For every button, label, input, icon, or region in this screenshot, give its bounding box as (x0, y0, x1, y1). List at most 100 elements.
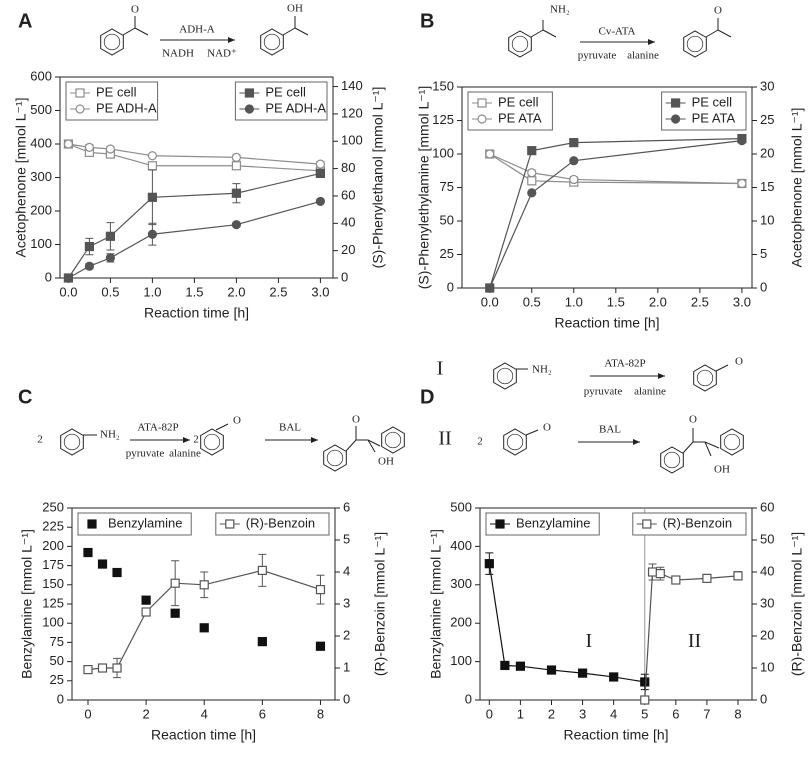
marker (655, 568, 665, 579)
annotation: I (585, 630, 592, 652)
ring-inner (263, 33, 281, 51)
scheme-text: OH (714, 464, 730, 476)
marker (231, 188, 241, 198)
series-line (489, 140, 742, 289)
y2-tick-label: 60 (760, 499, 774, 514)
marker (640, 677, 650, 687)
scheme-text: I (437, 358, 444, 380)
benzene-ring (381, 426, 405, 454)
marker (83, 664, 93, 675)
ring-inner (496, 367, 514, 385)
x-tick-label: 2 (548, 706, 555, 721)
bond (705, 29, 719, 38)
y-tick-label: 225 (42, 519, 64, 534)
x-tick-label: 5 (641, 706, 648, 721)
y2-tick-label: 30 (760, 595, 774, 610)
legend-label: Benzylamine (108, 515, 182, 530)
series-line (67, 172, 321, 279)
legend-marker (225, 519, 235, 529)
x-tick-label: 2 (142, 706, 149, 721)
y2-tick-label: 80 (341, 160, 355, 175)
y-tick-label: 200 (450, 615, 472, 630)
marker (170, 578, 180, 588)
bond (704, 441, 720, 449)
bond (282, 27, 296, 36)
marker (257, 565, 267, 576)
legend-box (234, 81, 328, 121)
scheme-text: O (233, 415, 241, 427)
x-tick-label: 0.0 (59, 284, 77, 299)
marker (647, 567, 658, 577)
y2-axis-label: (S)-Phenylethanol [mmol L⁻¹] (370, 87, 386, 269)
marker (231, 220, 241, 230)
x-tick-label: 1.5 (185, 284, 203, 299)
panel-label: A (18, 10, 32, 32)
plot-frame (479, 507, 753, 701)
legend-label: PE cell (96, 84, 137, 99)
y-tick-label: 150 (42, 576, 64, 591)
marker (640, 695, 650, 705)
legend-marker (244, 88, 254, 98)
marker (105, 253, 116, 263)
bond (715, 364, 729, 372)
y-axis-label: Benzylamine [mmol L⁻¹] (428, 529, 444, 679)
scheme-text: O (714, 5, 722, 17)
marker (84, 241, 95, 252)
bond (525, 429, 539, 436)
series-line (488, 563, 645, 683)
legend-box (65, 81, 159, 121)
marker (737, 178, 747, 189)
benzene-ring (260, 28, 284, 56)
marker (97, 559, 108, 569)
bond (717, 29, 732, 38)
legend-marker (642, 519, 652, 529)
x-tick-label: 2.0 (227, 284, 245, 299)
legend-marker (477, 114, 487, 124)
scheme-text: OH (287, 3, 303, 15)
scheme-text: ADH-A (179, 24, 214, 36)
scheme-text: alanine (627, 50, 659, 62)
benzene-ring (660, 446, 684, 474)
bond (345, 439, 357, 452)
ring-inner (506, 433, 524, 451)
y-tick-label: 75 (440, 179, 454, 194)
arrow-head (228, 37, 235, 43)
y-tick-label: 0 (57, 691, 64, 706)
arrow-head (658, 373, 665, 379)
legend-label: (R)-Benzoin (663, 515, 732, 530)
y-tick-label: 125 (42, 595, 64, 610)
marker (257, 637, 267, 647)
benzene-ring (508, 30, 532, 58)
marker (315, 196, 325, 207)
x-tick-label: 1 (517, 706, 524, 721)
legend-marker (477, 98, 487, 108)
y2-tick-label: 20 (760, 145, 774, 160)
y2-tick-label: 60 (341, 187, 355, 202)
x-tick-label: 0 (84, 706, 91, 721)
x-tick-label: 0.0 (481, 294, 499, 309)
benzene-ring (693, 364, 717, 392)
x-tick-label: 6 (259, 706, 266, 721)
arrow-head (648, 39, 655, 45)
marker (315, 584, 326, 595)
scheme-text: O (131, 4, 139, 16)
marker (84, 142, 95, 152)
scheme-text: ATA-82P (604, 358, 645, 370)
marker (569, 174, 579, 185)
y2-tick-label: 15 (760, 179, 774, 194)
scheme-text: pyruvate (126, 448, 165, 460)
y2-tick-label: 0 (760, 279, 767, 294)
ring-inner (511, 35, 529, 53)
scheme-text: BAL (279, 422, 301, 434)
scheme-text: pyruvate (578, 50, 617, 62)
bond (367, 439, 381, 447)
legend-marker (244, 104, 254, 114)
marker (105, 144, 116, 154)
x-tick-label: 3.0 (733, 294, 751, 309)
scheme-text: pyruvate (584, 386, 623, 398)
x-tick-label: 1.0 (565, 294, 583, 309)
y-axis-label: Benzylamine [mmol L⁻¹] (19, 529, 35, 679)
x-tick-label: 7 (703, 706, 710, 721)
scheme-text: 2 (193, 434, 199, 446)
